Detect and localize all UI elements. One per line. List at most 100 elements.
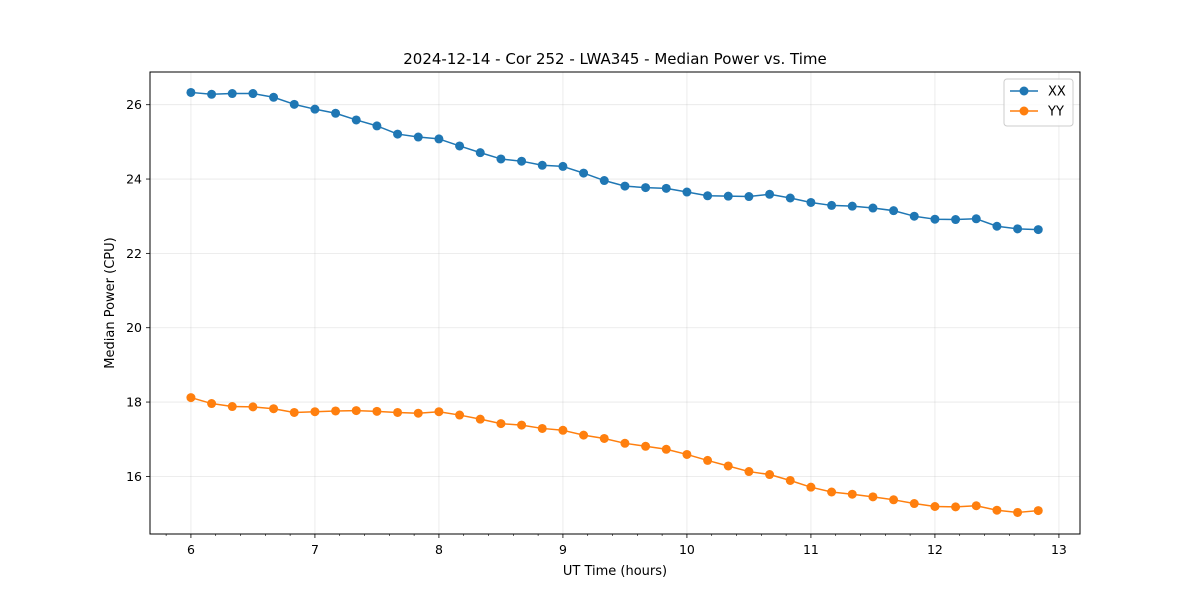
data-point-yy (1013, 507, 1023, 517)
data-point-xx (806, 197, 816, 207)
data-point-yy (868, 492, 878, 502)
data-point-xx (1033, 225, 1043, 235)
data-point-xx (496, 154, 506, 164)
data-point-yy (620, 438, 630, 448)
data-point-xx (661, 183, 671, 193)
data-point-xx (744, 192, 754, 202)
data-point-yy (351, 406, 361, 416)
data-point-yy (496, 419, 506, 429)
data-point-yy (331, 406, 341, 416)
legend-label-xx: XX (1048, 85, 1066, 100)
data-point-yy (455, 410, 465, 420)
y-tick-label: 26 (126, 97, 142, 112)
data-point-xx (537, 160, 547, 170)
data-point-xx (372, 121, 382, 131)
x-axis-label: UT Time (hours) (563, 564, 667, 579)
data-point-xx (248, 89, 258, 99)
x-tick-label: 10 (679, 542, 695, 557)
data-point-xx (517, 156, 527, 166)
y-tick-label: 18 (126, 395, 142, 410)
series-layer (186, 87, 1043, 517)
x-tick-label: 9 (559, 542, 567, 557)
data-point-xx (186, 87, 196, 97)
data-point-yy (372, 406, 382, 416)
data-point-xx (909, 211, 919, 221)
data-point-xx (971, 214, 981, 224)
data-point-xx (351, 115, 361, 125)
series-yy (186, 393, 1043, 517)
data-point-yy (289, 407, 299, 417)
legend-label-yy: YY (1047, 105, 1064, 120)
data-point-yy (909, 499, 919, 509)
x-tick-label: 12 (927, 542, 943, 557)
data-point-xx (723, 191, 733, 201)
data-point-yy (517, 420, 527, 430)
data-point-xx (599, 176, 609, 186)
data-point-xx (827, 200, 837, 210)
data-point-yy (951, 502, 961, 512)
data-point-xx (868, 203, 878, 213)
data-point-yy (537, 423, 547, 433)
data-point-yy (186, 393, 196, 403)
data-point-yy (992, 505, 1002, 515)
data-point-xx (703, 191, 713, 201)
data-point-yy (827, 487, 837, 497)
data-point-yy (269, 404, 279, 414)
data-point-yy (806, 482, 816, 492)
data-point-xx (992, 221, 1002, 231)
axes: 6 7 8 9 10 11 12 13 16 18 20 22 24 26 (126, 97, 1067, 557)
data-point-xx (207, 89, 217, 99)
plot-frame (149, 71, 1081, 535)
x-tick-label: 8 (435, 542, 443, 557)
data-point-xx (930, 214, 940, 224)
data-point-xx (951, 215, 961, 225)
data-point-xx (393, 129, 403, 139)
y-tick-label: 22 (126, 246, 142, 261)
legend: XX YY (1003, 78, 1074, 127)
data-point-yy (682, 449, 692, 459)
data-point-yy (765, 470, 775, 480)
data-point-xx (765, 189, 775, 199)
data-point-yy (310, 407, 320, 417)
data-point-xx (682, 187, 692, 197)
data-point-yy (558, 425, 568, 435)
data-point-xx (579, 168, 589, 178)
data-point-yy (1033, 506, 1043, 516)
grid (150, 72, 1080, 534)
data-point-yy (227, 402, 237, 412)
x-tick-label: 6 (187, 542, 195, 557)
data-point-yy (393, 407, 403, 417)
x-tick-label: 11 (803, 542, 819, 557)
data-point-yy (434, 407, 444, 417)
data-point-xx (475, 148, 485, 158)
data-point-yy (599, 433, 609, 443)
data-point-yy (248, 402, 258, 412)
data-point-xx (889, 206, 899, 216)
legend-marker-yy (1019, 106, 1029, 116)
data-point-xx (847, 201, 857, 211)
y-axis-label: Median Power (CPU) (103, 237, 118, 368)
data-point-yy (579, 430, 589, 440)
data-point-yy (971, 501, 981, 511)
legend-marker-xx (1019, 86, 1029, 96)
chart-title: 2024-12-14 - Cor 252 - LWA345 - Median P… (403, 50, 827, 68)
data-point-yy (641, 441, 651, 451)
data-point-yy (207, 399, 217, 409)
x-tick-label: 7 (311, 542, 319, 557)
data-point-yy (930, 502, 940, 511)
data-point-yy (413, 408, 423, 418)
data-point-xx (620, 181, 630, 191)
data-point-yy (703, 455, 713, 465)
data-point-xx (269, 92, 279, 102)
data-point-yy (785, 475, 795, 485)
data-point-yy (723, 461, 733, 471)
y-tick-label: 24 (126, 172, 142, 187)
data-point-xx (1013, 224, 1023, 234)
data-point-xx (785, 193, 795, 203)
y-tick-label: 16 (126, 469, 142, 484)
data-point-yy (661, 444, 671, 454)
data-point-xx (331, 108, 341, 118)
data-point-yy (889, 495, 899, 505)
